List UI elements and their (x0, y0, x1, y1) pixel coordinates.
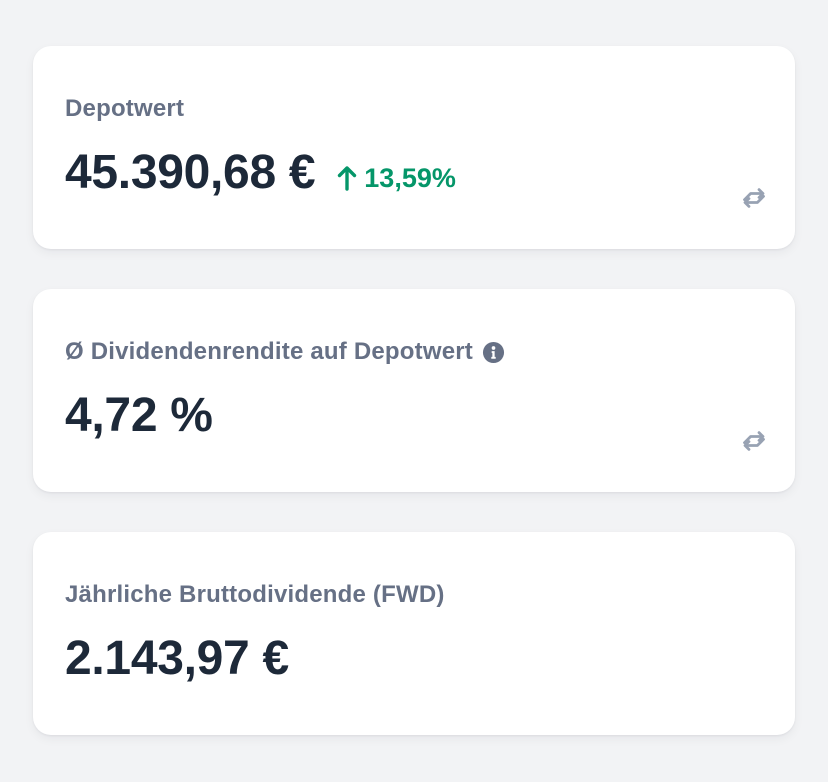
info-tooltip-button[interactable] (482, 341, 505, 364)
card-label: Depotwert (65, 95, 185, 122)
swap-metric-button[interactable] (740, 183, 768, 213)
change-value: 13,59% (364, 162, 456, 193)
card-label: Jährliche Bruttodividende (FWD) (65, 581, 445, 608)
arrow-up-icon (337, 165, 357, 191)
kpi-card-dividendenrendite: Ø Dividendenrendite auf Depotwert 4,72 % (33, 289, 795, 492)
card-label: Ø Dividendenrendite auf Depotwert (65, 338, 473, 365)
card-label-row: Depotwert (65, 94, 763, 124)
swap-arrows-icon (740, 426, 768, 456)
card-value: 4,72 % (65, 389, 213, 442)
kpi-card-bruttodividende: Jährliche Bruttodividende (FWD) 2.143,97… (33, 532, 795, 735)
card-label-row: Ø Dividendenrendite auf Depotwert (65, 337, 763, 367)
info-icon (482, 341, 505, 364)
card-value: 2.143,97 € (65, 632, 289, 685)
swap-arrows-icon (740, 183, 768, 213)
card-label-row: Jährliche Bruttodividende (FWD) (65, 580, 763, 610)
card-value-row: 4,72 % (65, 388, 763, 444)
change-indicator: 13,59% (337, 163, 456, 194)
card-value-row: 45.390,68 € 13,59% (65, 145, 763, 201)
swap-metric-button[interactable] (740, 426, 768, 456)
card-value: 45.390,68 € (65, 146, 316, 199)
kpi-card-depotwert: Depotwert 45.390,68 € 13,59% (33, 46, 795, 249)
card-value-row: 2.143,97 € (65, 631, 763, 687)
